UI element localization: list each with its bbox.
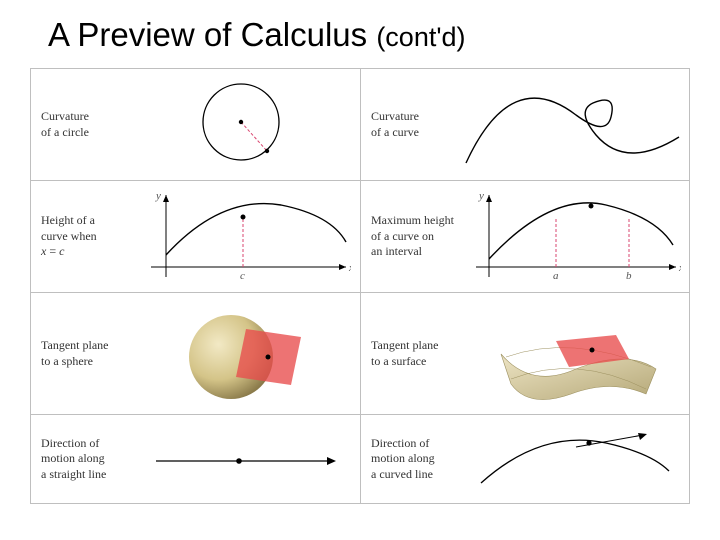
cell-direction-line: Direction ofmotion alonga straight line — [31, 415, 361, 503]
diagram-tangent-surface — [461, 299, 681, 408]
label-direction-curve: Direction ofmotion alonga curved line — [371, 436, 461, 483]
cell-height-point: Height of acurve whenx = c x y c — [31, 181, 361, 292]
row-direction: Direction ofmotion alonga straight line … — [31, 415, 689, 503]
cell-height-max: Maximum heightof a curve onan interval x… — [361, 181, 691, 292]
cell-curvature-circle: Curvatureof a circle — [31, 69, 361, 180]
slide: A Preview of Calculus (cont'd) Curvature… — [0, 0, 720, 540]
svg-text:x: x — [348, 262, 351, 274]
row-tangent-plane: Tangent planeto a sphere — [31, 293, 689, 415]
title-sub: (cont'd) — [376, 22, 465, 52]
diagram-circle — [131, 75, 351, 174]
svg-text:b: b — [626, 270, 632, 282]
row-curvature: Curvatureof a circle Curvatureof a curve — [31, 69, 689, 181]
label-height-max: Maximum heightof a curve onan interval — [371, 213, 461, 260]
diagram-direction-curve — [461, 421, 681, 497]
diagram-height-max: x y a b — [461, 187, 681, 286]
page-title: A Preview of Calculus (cont'd) — [48, 16, 690, 54]
cell-direction-curve: Direction ofmotion alonga curved line — [361, 415, 691, 503]
diagram-tangent-sphere — [131, 299, 351, 408]
label-curvature-circle: Curvatureof a circle — [41, 109, 131, 140]
label-tangent-sphere: Tangent planeto a sphere — [41, 338, 131, 369]
svg-text:a: a — [553, 270, 559, 282]
label-curvature-curve: Curvatureof a curve — [371, 109, 461, 140]
diagram-height-point: x y c — [131, 187, 351, 286]
svg-text:y: y — [155, 190, 161, 202]
cell-curvature-curve: Curvatureof a curve — [361, 69, 691, 180]
svg-text:y: y — [478, 190, 484, 202]
title-main: A Preview of Calculus — [48, 16, 376, 53]
svg-text:c: c — [240, 270, 245, 282]
label-height-point: Height of acurve whenx = c — [41, 213, 131, 260]
comparison-grid: Curvatureof a circle Curvatureof a curve — [30, 68, 690, 504]
label-tangent-surface: Tangent planeto a surface — [371, 338, 461, 369]
cell-tangent-sphere: Tangent planeto a sphere — [31, 293, 361, 414]
cell-tangent-surface: Tangent planeto a surface — [361, 293, 691, 414]
diagram-direction-line — [131, 421, 351, 497]
diagram-curvature-curve — [461, 75, 681, 174]
svg-text:x: x — [678, 262, 681, 274]
row-height: Height of acurve whenx = c x y c — [31, 181, 689, 293]
label-direction-line: Direction ofmotion alonga straight line — [41, 436, 131, 483]
